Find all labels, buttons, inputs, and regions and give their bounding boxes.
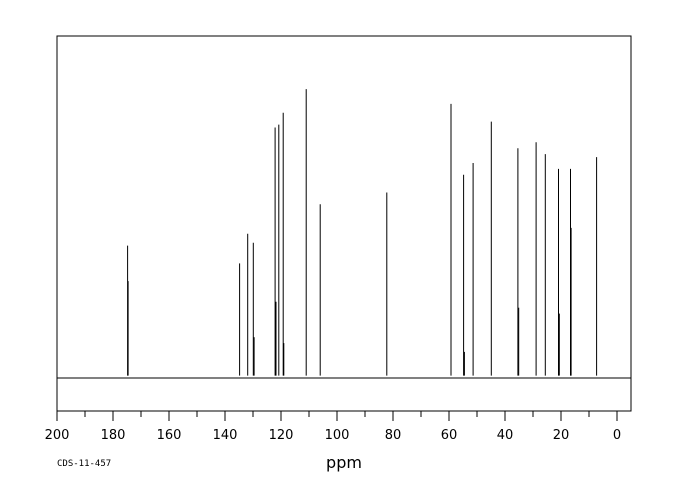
peaks-layer — [127, 89, 598, 376]
footer-code: CDS-11-457 — [57, 459, 111, 469]
x-tick-label-20: 20 — [553, 428, 570, 443]
x-tick-label-140: 140 — [213, 428, 238, 443]
x-axis-title: ppm — [326, 453, 362, 472]
x-tick-label-60: 60 — [441, 428, 458, 443]
x-tick-label-120: 120 — [269, 428, 294, 443]
x-axis-ticks: 200 180 160 140 120 100 80 60 40 20 0 — [45, 411, 621, 443]
x-tick-label-160: 160 — [157, 428, 182, 443]
x-tick-label-0: 0 — [613, 428, 621, 443]
plot-frame — [56, 35, 632, 412]
x-tick-label-200: 200 — [45, 428, 70, 443]
x-tick-label-100: 100 — [325, 428, 350, 443]
x-tick-label-180: 180 — [101, 428, 126, 443]
x-tick-label-80: 80 — [385, 428, 402, 443]
x-tick-label-40: 40 — [497, 428, 514, 443]
